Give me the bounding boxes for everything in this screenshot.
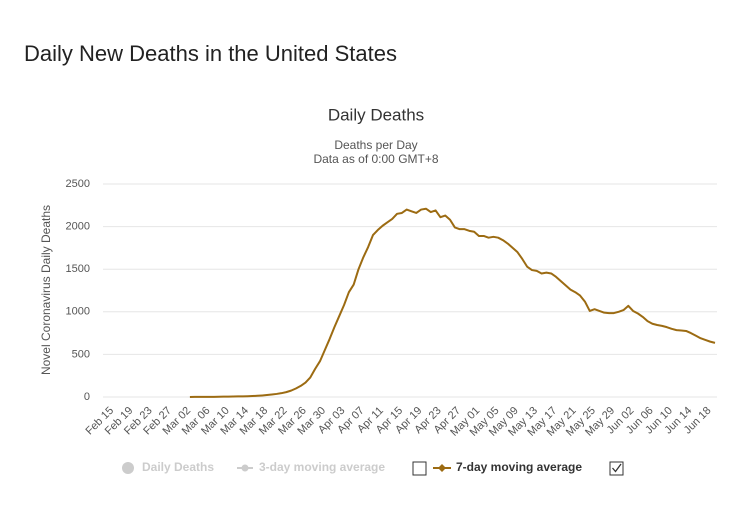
legend-label[interactable]: Daily Deaths [142, 460, 214, 474]
y-tick-label: 1000 [66, 306, 90, 318]
chart-title: Daily Deaths [328, 105, 424, 124]
page-title: Daily New Deaths in the United States [24, 41, 397, 66]
chart-subtitle: Deaths per Day [334, 138, 417, 152]
legend-checkbox[interactable] [609, 461, 624, 476]
legend-checkbox[interactable] [412, 461, 427, 476]
y-axis-label: Novel Coronavirus Daily Deaths [39, 205, 53, 375]
y-tick-label: 1500 [66, 263, 90, 275]
legend-marker [122, 462, 134, 474]
legend-label[interactable]: 3-day moving average [259, 460, 385, 474]
y-tick-label: 2500 [66, 178, 90, 190]
legend-marker [241, 464, 249, 472]
legend-marker [438, 464, 446, 472]
data-line [189, 207, 716, 398]
legend-label[interactable]: 7-day moving average [456, 460, 582, 474]
y-tick-label: 0 [84, 391, 90, 403]
y-tick-label: 500 [72, 348, 90, 360]
chart-subtitle: Data as of 0:00 GMT+8 [313, 152, 438, 166]
legend-checkmark [612, 463, 622, 473]
y-tick-label: 2000 [66, 221, 90, 233]
